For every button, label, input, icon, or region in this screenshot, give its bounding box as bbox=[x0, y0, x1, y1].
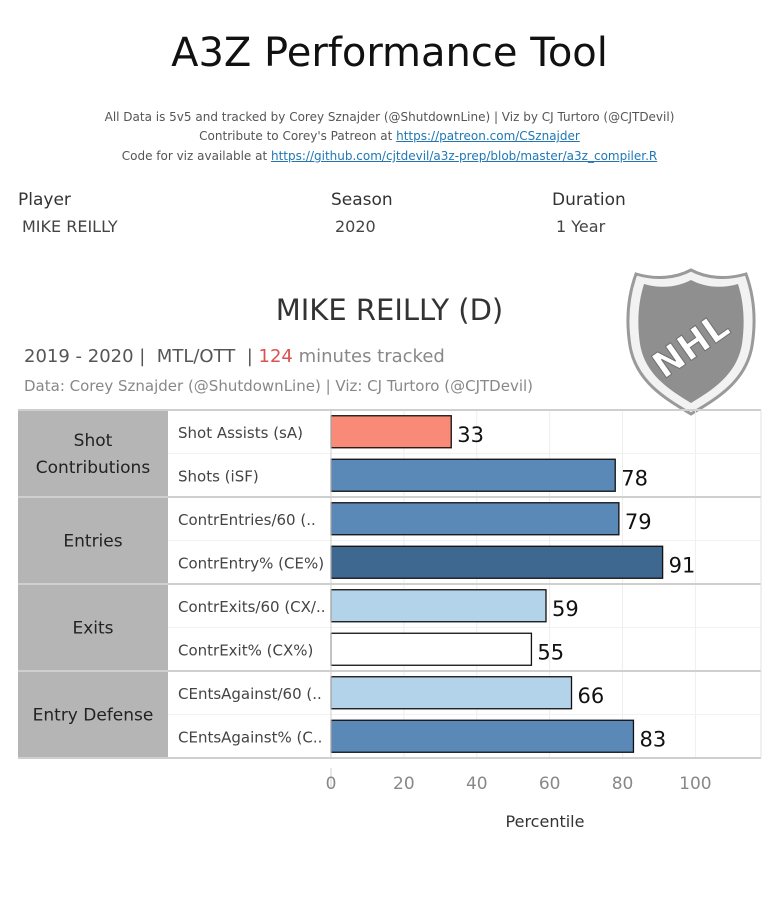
group-cell bbox=[18, 497, 168, 584]
bar[interactable] bbox=[330, 719, 635, 753]
x-tick-label: 60 bbox=[539, 774, 561, 794]
season-summary: 2019 - 2020 | MTL/OTT | 124 minutes trac… bbox=[24, 346, 445, 367]
data-label: 91 bbox=[669, 553, 696, 577]
group-cell bbox=[18, 584, 168, 671]
data-label: 59 bbox=[552, 597, 579, 621]
season-filter-value[interactable]: 2020 bbox=[335, 217, 376, 236]
metric-label: ContrEntry% (CE%) bbox=[178, 554, 324, 572]
page-title: A3Z Performance Tool bbox=[171, 30, 608, 76]
player-filter-value[interactable]: MIKE REILLY bbox=[22, 217, 118, 236]
bar[interactable] bbox=[330, 502, 620, 536]
x-tick-label: 20 bbox=[393, 774, 415, 794]
team-name: MTL/OTT bbox=[156, 346, 236, 367]
player-heading: MIKE REILLY (D) bbox=[275, 293, 504, 327]
credit-line-2: Contribute to Corey's Patreon at https:/… bbox=[0, 129, 779, 143]
x-tick-label: 0 bbox=[326, 774, 337, 794]
group-cell bbox=[18, 671, 168, 758]
data-label: 55 bbox=[537, 640, 564, 664]
patreon-link[interactable]: https://patreon.com/CSznajder bbox=[396, 129, 580, 143]
data-credit: Data: Corey Sznajder (@ShutdownLine) | V… bbox=[24, 377, 534, 395]
patreon-prefix: Contribute to Corey's Patreon at bbox=[199, 129, 397, 143]
bar[interactable] bbox=[330, 676, 573, 710]
data-label: 79 bbox=[625, 510, 652, 534]
x-tick-label: 40 bbox=[466, 774, 488, 794]
bar[interactable] bbox=[330, 632, 533, 666]
nhl-shield-icon: NHL bbox=[626, 268, 756, 416]
group-label: Exits bbox=[72, 619, 113, 639]
bar[interactable] bbox=[330, 589, 547, 623]
metric-label: Shots (iSF) bbox=[178, 467, 259, 485]
duration-filter-label: Duration bbox=[552, 190, 626, 210]
season-range: 2019 - 2020 | bbox=[24, 346, 146, 367]
minutes-tracked-value: 124 bbox=[258, 346, 293, 367]
duration-filter-value[interactable]: 1 Year bbox=[556, 217, 606, 236]
metric-label: CEntsAgainst/60 (.. bbox=[178, 685, 322, 703]
credit-line-1: All Data is 5v5 and tracked by Corey Szn… bbox=[104, 110, 675, 124]
x-axis-title: Percentile bbox=[506, 812, 585, 831]
data-label: 33 bbox=[457, 423, 484, 447]
metric-label: Shot Assists (sA) bbox=[178, 424, 303, 442]
player-filter-label: Player bbox=[18, 190, 71, 210]
metric-label: CEntsAgainst% (C.. bbox=[178, 728, 322, 746]
github-link[interactable]: https://github.com/cjtdevil/a3z-prep/blo… bbox=[270, 149, 658, 163]
metric-label: ContrEntries/60 (.. bbox=[178, 511, 316, 529]
x-tick-label: 80 bbox=[612, 774, 634, 794]
data-label: 83 bbox=[639, 727, 666, 751]
group-label: Contributions bbox=[36, 458, 151, 478]
bar[interactable] bbox=[330, 458, 616, 492]
season-filter-label: Season bbox=[331, 190, 393, 210]
group-cell bbox=[18, 410, 168, 497]
minutes-tracked-label: minutes tracked bbox=[298, 346, 445, 367]
group-label: Shot bbox=[74, 431, 113, 451]
group-label: Entry Defense bbox=[33, 706, 154, 726]
x-tick-label: 100 bbox=[679, 774, 711, 794]
metric-label: ContrExit% (CX%) bbox=[178, 641, 313, 659]
metric-label: ContrExits/60 (CX/.. bbox=[178, 598, 326, 616]
bar[interactable] bbox=[330, 545, 664, 579]
code-prefix: Code for viz available at bbox=[121, 149, 271, 163]
data-label: 66 bbox=[578, 684, 605, 708]
group-label: Entries bbox=[63, 532, 122, 552]
credit-line-3: Code for viz available at https://github… bbox=[0, 149, 779, 163]
bar[interactable] bbox=[330, 415, 452, 449]
data-label: 78 bbox=[621, 466, 648, 490]
